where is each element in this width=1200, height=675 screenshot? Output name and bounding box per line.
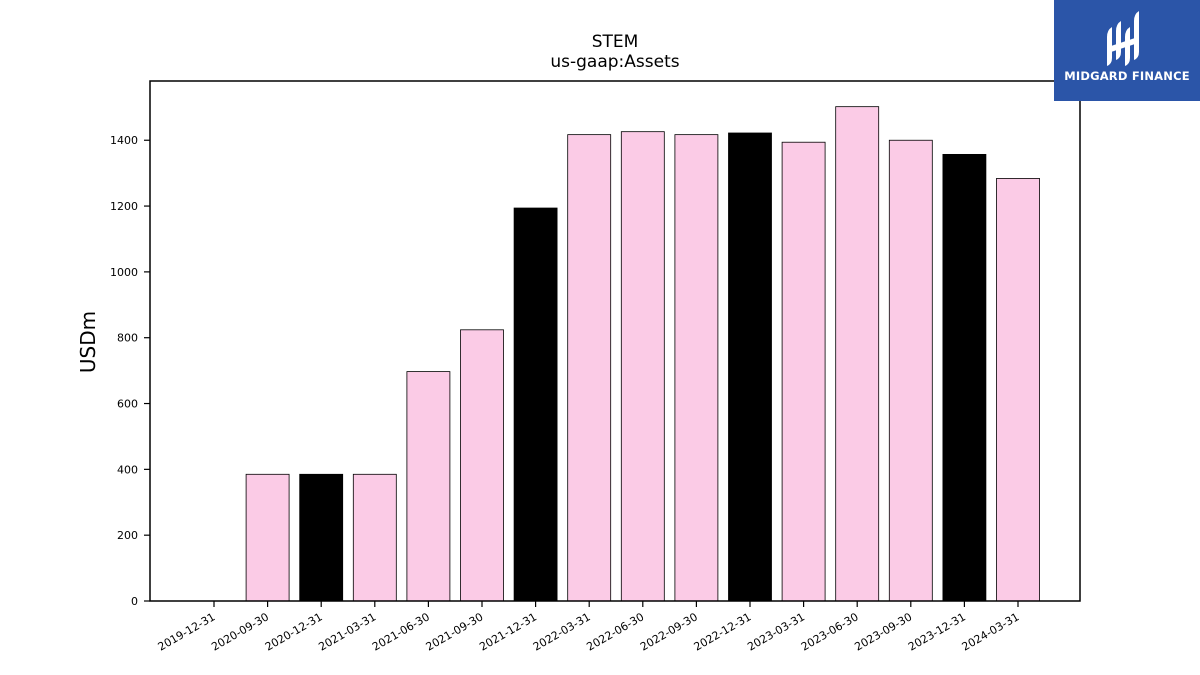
bar [942,153,987,602]
x-tick-label: 2022-06-30 [584,610,646,653]
x-tick-label: 2023-12-31 [906,610,968,653]
x-tick-label: 2023-06-30 [799,610,861,653]
y-tick-label: 200 [117,529,138,542]
x-tick-label: 2022-09-30 [638,610,700,653]
y-tick-label: 1400 [110,134,138,147]
bar [996,178,1040,602]
y-tick-label: 1200 [110,200,138,213]
y-axis-label: USDm [76,310,100,374]
chart-subtitle: us-gaap:Assets [550,52,680,72]
x-tick-label: 2023-03-31 [745,610,807,653]
x-tick-label: 2019-12-31 [156,610,218,653]
logo-text: MIDGARD FINANCE [1064,69,1190,83]
x-tick-label: 2023-09-30 [852,610,914,653]
bar [567,134,612,602]
x-tick-label: 2021-06-30 [370,610,432,653]
y-tick-label: 1000 [110,266,138,279]
chart-title: STEM [591,32,639,52]
bar [406,371,451,602]
bar [460,329,504,602]
bar [835,106,880,602]
x-tick-label: 2024-03-31 [960,610,1022,653]
x-tick-label: 2022-12-31 [692,610,754,653]
x-tick-label: 2022-03-31 [531,610,593,653]
x-tick-label: 2020-12-31 [263,610,325,653]
y-tick-label: 0 [131,595,138,608]
x-tick-label: 2021-03-31 [316,610,378,653]
y-tick-label: 600 [117,398,138,411]
bar [620,131,665,602]
y-tick-label: 400 [117,463,138,476]
plot-frame [149,80,1081,602]
x-tick-label: 2020-09-30 [209,610,271,653]
bar [352,473,397,602]
bar [728,132,772,602]
x-tick-label: 2021-09-30 [424,610,486,653]
bar [245,473,290,602]
y-tick-label: 800 [117,332,138,345]
bar [888,139,933,602]
bar [513,207,558,602]
x-tick-label: 2021-12-31 [477,610,539,653]
bar [299,473,344,602]
midgard-finance-logo: MIDGARD FINANCE [1054,0,1200,101]
bar [674,134,719,602]
logo-mark-icon [1107,11,1139,66]
bar [781,141,826,602]
